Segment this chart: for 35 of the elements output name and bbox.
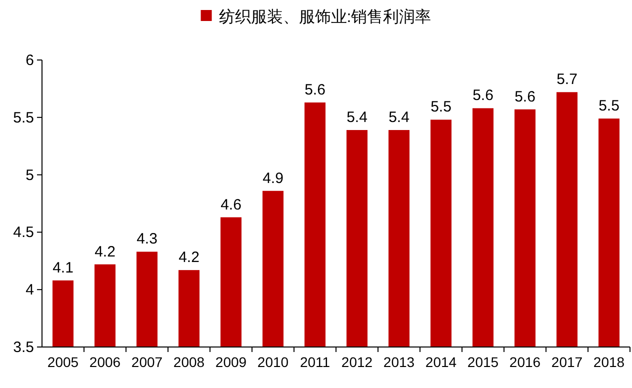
data-label: 5.6 <box>472 87 494 104</box>
x-tick-label: 2005 <box>47 354 79 370</box>
x-tick-label: 2017 <box>551 354 583 370</box>
x-tick-label: 2006 <box>89 354 121 370</box>
data-label: 5.6 <box>304 81 326 98</box>
y-tick-label: 3.5 <box>13 339 34 356</box>
data-label: 5.5 <box>430 98 452 116</box>
data-label: 5.4 <box>346 109 368 126</box>
data-label: 4.9 <box>262 170 284 187</box>
x-tick-label: 2007 <box>131 354 163 370</box>
data-label: 4.3 <box>136 230 158 248</box>
x-tick-label: 2013 <box>383 354 415 370</box>
y-tick-label: 6 <box>26 52 34 69</box>
x-tick-label: 2009 <box>215 354 247 370</box>
x-tick-label: 2008 <box>173 354 205 370</box>
x-tick-label: 2016 <box>509 354 541 370</box>
y-tick-label: 4.5 <box>13 224 34 242</box>
y-tick-label: 5 <box>26 166 34 184</box>
x-tick-label: 2015 <box>467 354 499 370</box>
data-label: 5.7 <box>556 71 578 88</box>
data-label: 4.6 <box>220 196 242 214</box>
y-tick-label: 4 <box>26 282 34 299</box>
legend-label: 纺织服装、服饰业:销售利润率 <box>218 8 432 26</box>
data-label: 4.1 <box>52 259 74 276</box>
y-tick-label: 5.5 <box>13 109 34 126</box>
x-tick-label: 2014 <box>425 354 457 370</box>
data-label: 5.5 <box>598 98 620 115</box>
data-label: 5.6 <box>514 88 536 106</box>
data-label: 4.2 <box>178 249 200 266</box>
x-tick-label: 2018 <box>593 354 625 370</box>
x-tick-label: 2011 <box>300 354 330 370</box>
data-label: 5.4 <box>388 109 410 126</box>
x-tick-label: 2010 <box>257 354 289 370</box>
data-label: 4.2 <box>94 243 116 260</box>
x-tick-label: 2012 <box>341 354 373 370</box>
